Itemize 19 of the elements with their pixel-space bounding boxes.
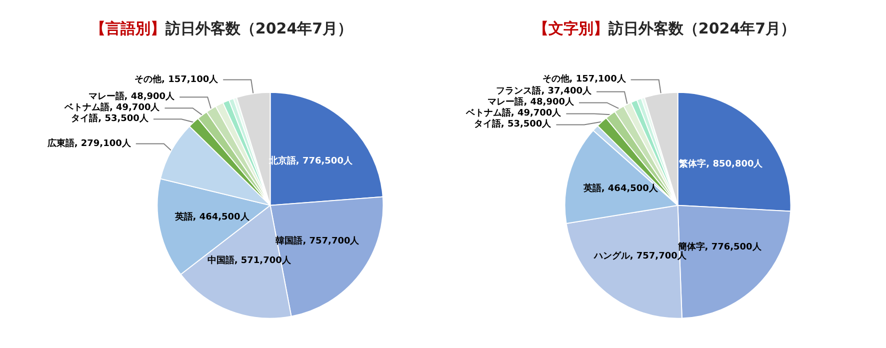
slice-label: タイ語, 53,500人 — [474, 118, 552, 130]
slice-label: その他, 157,100人 — [542, 74, 627, 85]
chart-title: 【文字別】訪日外客数（2024年7月） — [533, 20, 796, 38]
slice-label: マレー語, 48,900人 — [88, 91, 176, 102]
slice-label: 英語, 464,500人 — [174, 212, 250, 223]
slice-label: マレー語, 48,900人 — [488, 96, 575, 108]
slice-label: 英語, 464,500人 — [582, 182, 659, 194]
slice-label: 中国語, 571,700人 — [207, 254, 292, 266]
slice-label: 韓国語, 757,700人 — [276, 236, 360, 247]
slice-label: 繁体字, 850,800人 — [678, 158, 764, 170]
slice-label: その他, 157,100人 — [134, 74, 220, 85]
slice-label: ベトナム語, 49,700人 — [63, 102, 161, 114]
slice-label: 簡体字, 776,500人 — [676, 242, 762, 253]
slice-label: フランス語, 37,400人 — [496, 86, 592, 97]
chart-title: 【言語別】訪日外客数（2024年7月） — [90, 20, 353, 38]
slice-label: ハングル, 757,700人 — [592, 250, 688, 262]
slice-label: 広東語, 279,100人 — [46, 138, 132, 149]
slice-label: タイ語, 53,500人 — [71, 113, 150, 124]
slice-label: ベトナム語, 49,700人 — [464, 108, 562, 119]
